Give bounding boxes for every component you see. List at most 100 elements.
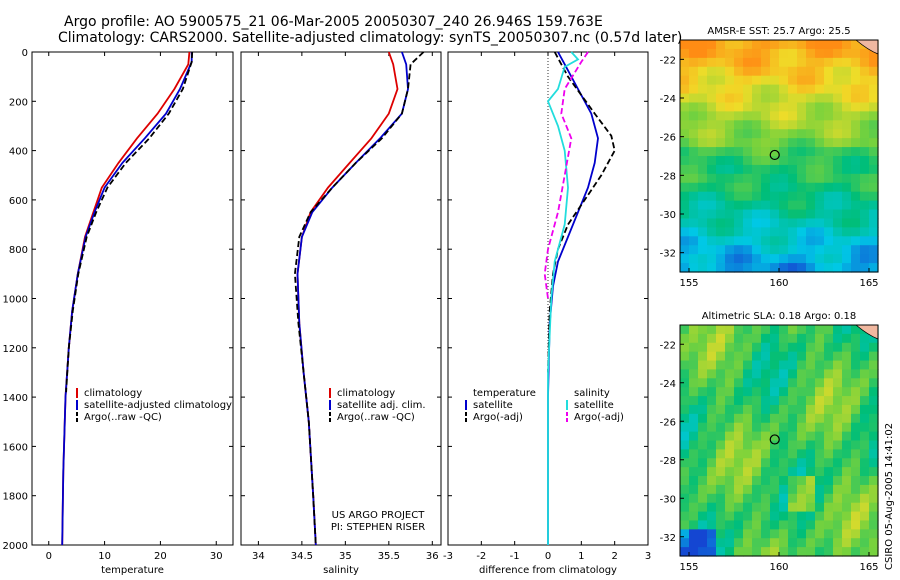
map-cell bbox=[761, 378, 771, 388]
map-cell bbox=[770, 325, 780, 335]
map-cell bbox=[806, 440, 816, 450]
map-cell bbox=[734, 209, 744, 220]
map-cell bbox=[869, 93, 879, 104]
map-cell bbox=[689, 511, 699, 522]
map-cell bbox=[851, 66, 861, 77]
map-cell bbox=[833, 396, 843, 406]
map-cell bbox=[743, 458, 753, 468]
y-tick-label: 1000 bbox=[3, 295, 28, 306]
series-line-temperature-satellite bbox=[547, 51, 599, 545]
map-cell bbox=[824, 502, 834, 513]
map-cell bbox=[806, 431, 816, 442]
map-cell bbox=[851, 484, 861, 495]
map-cell bbox=[761, 396, 771, 406]
map-cell bbox=[716, 263, 726, 273]
map-y-tick-label: -22 bbox=[660, 340, 676, 351]
map-cell bbox=[734, 484, 744, 495]
map-cell bbox=[743, 156, 753, 166]
map-cell bbox=[752, 484, 762, 495]
map-cell bbox=[797, 360, 807, 371]
map-cell bbox=[761, 493, 771, 504]
map-cell bbox=[698, 236, 708, 246]
map-cell bbox=[824, 404, 834, 415]
map-cell bbox=[806, 263, 816, 273]
map-cell bbox=[725, 511, 735, 522]
map-cell bbox=[761, 182, 771, 193]
map-cell bbox=[842, 511, 852, 522]
map-cell bbox=[698, 378, 708, 388]
map-cell bbox=[788, 138, 798, 148]
map-cell bbox=[824, 245, 834, 255]
map-cell bbox=[761, 431, 771, 442]
map-x-tick-label: 160 bbox=[769, 278, 788, 289]
map-cell bbox=[815, 404, 825, 415]
x-axis-label: salinity bbox=[323, 565, 359, 576]
map-cell bbox=[779, 476, 789, 486]
map-cell bbox=[725, 138, 735, 148]
map-cell bbox=[797, 147, 807, 157]
map-y-tick-label: -22 bbox=[660, 55, 676, 66]
map-cell bbox=[860, 476, 870, 486]
map-cell bbox=[851, 245, 861, 255]
timestamp: CSIRO 05-Aug-2005 14:41:02 bbox=[884, 422, 895, 570]
map-cell bbox=[680, 254, 690, 264]
map-cell bbox=[869, 75, 879, 86]
map-cell bbox=[779, 529, 789, 539]
map-cell bbox=[716, 440, 726, 450]
map-cell bbox=[716, 396, 726, 406]
argo-location-marker bbox=[769, 434, 780, 445]
map-cell bbox=[851, 467, 861, 477]
map-cell bbox=[725, 325, 735, 335]
map-cell bbox=[797, 173, 807, 184]
map-cell bbox=[689, 538, 699, 548]
map-cell bbox=[851, 102, 861, 112]
map-cell bbox=[698, 173, 708, 184]
map-cell bbox=[860, 120, 870, 130]
map-cell bbox=[806, 325, 816, 335]
map-cell bbox=[806, 66, 816, 77]
map-cell bbox=[824, 529, 834, 539]
map-cell bbox=[689, 209, 699, 220]
map-cell bbox=[716, 404, 726, 415]
map-cell bbox=[842, 147, 852, 157]
map-cell bbox=[815, 396, 825, 406]
map-cell bbox=[788, 538, 798, 548]
map-cell bbox=[824, 173, 834, 184]
map-cell bbox=[734, 191, 744, 202]
chart-title-line-1: Argo profile: AO 5900575_21 06-Mar-2005 … bbox=[64, 14, 603, 30]
map-cell bbox=[815, 511, 825, 522]
map-cell bbox=[788, 48, 798, 59]
map-cell bbox=[833, 227, 843, 237]
map-cell bbox=[860, 218, 870, 228]
map-cell bbox=[680, 440, 690, 450]
map-cell bbox=[779, 413, 789, 424]
map-cell bbox=[770, 538, 780, 548]
map-cell bbox=[743, 360, 753, 371]
map-cell bbox=[680, 245, 690, 255]
map-cell bbox=[752, 333, 762, 344]
map-cell bbox=[833, 369, 843, 379]
map-cell bbox=[716, 245, 726, 255]
map-cell bbox=[698, 538, 708, 548]
map-cell bbox=[752, 93, 762, 104]
map-cell bbox=[743, 404, 753, 415]
map-cell bbox=[761, 191, 771, 202]
map-cell bbox=[824, 218, 834, 228]
map-cell bbox=[716, 111, 726, 121]
map-cell bbox=[833, 476, 843, 486]
map-cell bbox=[860, 245, 870, 255]
map-cell bbox=[770, 484, 780, 495]
map-cell bbox=[725, 48, 735, 59]
map-cell bbox=[860, 48, 870, 59]
map-cell bbox=[680, 413, 690, 424]
map-cell bbox=[734, 147, 744, 157]
map-cell bbox=[725, 164, 735, 175]
map-cell bbox=[779, 129, 789, 139]
map-cell bbox=[806, 476, 816, 486]
map-cell bbox=[779, 218, 789, 228]
map-cell bbox=[788, 164, 798, 175]
map-cell bbox=[680, 191, 690, 202]
map-cell bbox=[725, 413, 735, 424]
map-cell bbox=[716, 138, 726, 148]
map-cell bbox=[788, 129, 798, 139]
